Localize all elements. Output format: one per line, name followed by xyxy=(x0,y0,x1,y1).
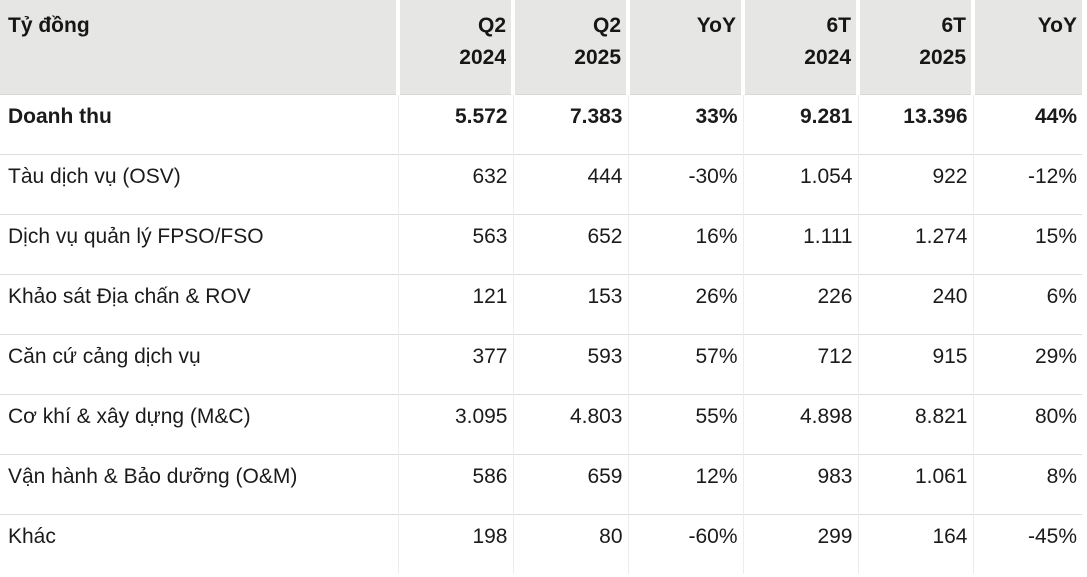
column-header-yoy-q2: YoY xyxy=(626,0,743,95)
value-cell: 8% xyxy=(972,454,1082,515)
value-cell: 563 xyxy=(397,214,513,275)
value-cell: 4.898 xyxy=(742,394,858,455)
value-cell: 632 xyxy=(397,154,513,215)
row-label: Khảo sát Địa chấn & ROV xyxy=(0,274,398,335)
value-cell: 80 xyxy=(512,514,628,574)
table-row-osv: Tàu dịch vụ (OSV) 632 444 -30% 1.054 922… xyxy=(0,154,1082,215)
table-row-om: Vận hành & Bảo dưỡng (O&M) 586 659 12% 9… xyxy=(0,454,1082,515)
row-label: Cơ khí & xây dựng (M&C) xyxy=(0,394,398,455)
header-row: Tỷ đồng Q2 2024 Q2 2025 YoY 6T 2024 xyxy=(0,0,1082,95)
value-cell: 29% xyxy=(972,334,1082,395)
value-cell: 922 xyxy=(857,154,973,215)
table-header: Tỷ đồng Q2 2024 Q2 2025 YoY 6T 2024 xyxy=(0,0,1082,95)
row-label: Khác xyxy=(0,514,398,574)
row-label: Doanh thu xyxy=(0,94,398,155)
value-cell: 198 xyxy=(397,514,513,574)
column-header-line: Q2 xyxy=(592,14,621,37)
value-cell: 5.572 xyxy=(397,94,513,155)
value-cell: 121 xyxy=(397,274,513,335)
value-cell: 377 xyxy=(397,334,513,395)
value-cell: 13.396 xyxy=(857,94,973,155)
value-cell: 26% xyxy=(627,274,743,335)
column-header-line: 2024 xyxy=(804,46,851,69)
value-cell: 8.821 xyxy=(857,394,973,455)
table-row-fpso-fso: Dịch vụ quản lý FPSO/FSO 563 652 16% 1.1… xyxy=(0,214,1082,275)
row-label: Tàu dịch vụ (OSV) xyxy=(0,154,398,215)
value-cell: -30% xyxy=(627,154,743,215)
table-body: Doanh thu 5.572 7.383 33% 9.281 13.396 4… xyxy=(0,94,1082,574)
value-cell: 1.274 xyxy=(857,214,973,275)
row-label: Căn cứ cảng dịch vụ xyxy=(0,334,398,395)
column-header-6t-2025: 6T 2025 xyxy=(856,0,973,95)
column-header-q2-2025: Q2 2025 xyxy=(511,0,628,95)
value-cell: -45% xyxy=(972,514,1082,574)
value-cell: 240 xyxy=(857,274,973,335)
column-header-line: 2024 xyxy=(459,46,506,69)
value-cell: 33% xyxy=(627,94,743,155)
row-label: Vận hành & Bảo dưỡng (O&M) xyxy=(0,454,398,515)
value-cell: 299 xyxy=(742,514,858,574)
column-header-line: 2025 xyxy=(919,46,966,69)
column-header-line: 6T xyxy=(826,14,851,37)
column-header-6t-2024: 6T 2024 xyxy=(741,0,858,95)
table-row-cang-dich-vu: Căn cứ cảng dịch vụ 377 593 57% 712 915 … xyxy=(0,334,1082,395)
value-cell: 164 xyxy=(857,514,973,574)
column-header-line: Q2 xyxy=(477,14,506,37)
value-cell: 4.803 xyxy=(512,394,628,455)
value-cell: 652 xyxy=(512,214,628,275)
table-row-khac: Khác 198 80 -60% 299 164 -45% xyxy=(0,514,1082,574)
unit-header-cell: Tỷ đồng xyxy=(0,0,398,95)
value-cell: 44% xyxy=(972,94,1082,155)
table-row-khao-sat-rov: Khảo sát Địa chấn & ROV 121 153 26% 226 … xyxy=(0,274,1082,335)
value-cell: 12% xyxy=(627,454,743,515)
column-header-line: YoY xyxy=(696,14,736,37)
value-cell: 586 xyxy=(397,454,513,515)
value-cell: 1.054 xyxy=(742,154,858,215)
value-cell: 153 xyxy=(512,274,628,335)
value-cell: 1.061 xyxy=(857,454,973,515)
value-cell: 16% xyxy=(627,214,743,275)
value-cell: -60% xyxy=(627,514,743,574)
value-cell: 915 xyxy=(857,334,973,395)
value-cell: 15% xyxy=(972,214,1082,275)
value-cell: 6% xyxy=(972,274,1082,335)
value-cell: 226 xyxy=(742,274,858,335)
value-cell: -12% xyxy=(972,154,1082,215)
value-cell: 57% xyxy=(627,334,743,395)
column-header-q2-2024: Q2 2024 xyxy=(396,0,513,95)
table-row-doanh-thu: Doanh thu 5.572 7.383 33% 9.281 13.396 4… xyxy=(0,94,1082,155)
value-cell: 3.095 xyxy=(397,394,513,455)
value-cell: 712 xyxy=(742,334,858,395)
value-cell: 7.383 xyxy=(512,94,628,155)
value-cell: 1.111 xyxy=(742,214,858,275)
value-cell: 659 xyxy=(512,454,628,515)
value-cell: 444 xyxy=(512,154,628,215)
column-header-yoy-6t: YoY xyxy=(971,0,1082,95)
column-header-line: 2025 xyxy=(574,46,621,69)
value-cell: 80% xyxy=(972,394,1082,455)
column-header-line: YoY xyxy=(1037,14,1077,37)
row-label: Dịch vụ quản lý FPSO/FSO xyxy=(0,214,398,275)
column-header-line: 6T xyxy=(941,14,966,37)
value-cell: 55% xyxy=(627,394,743,455)
value-cell: 9.281 xyxy=(742,94,858,155)
value-cell: 983 xyxy=(742,454,858,515)
table-row-mc: Cơ khí & xây dựng (M&C) 3.095 4.803 55% … xyxy=(0,394,1082,455)
value-cell: 593 xyxy=(512,334,628,395)
